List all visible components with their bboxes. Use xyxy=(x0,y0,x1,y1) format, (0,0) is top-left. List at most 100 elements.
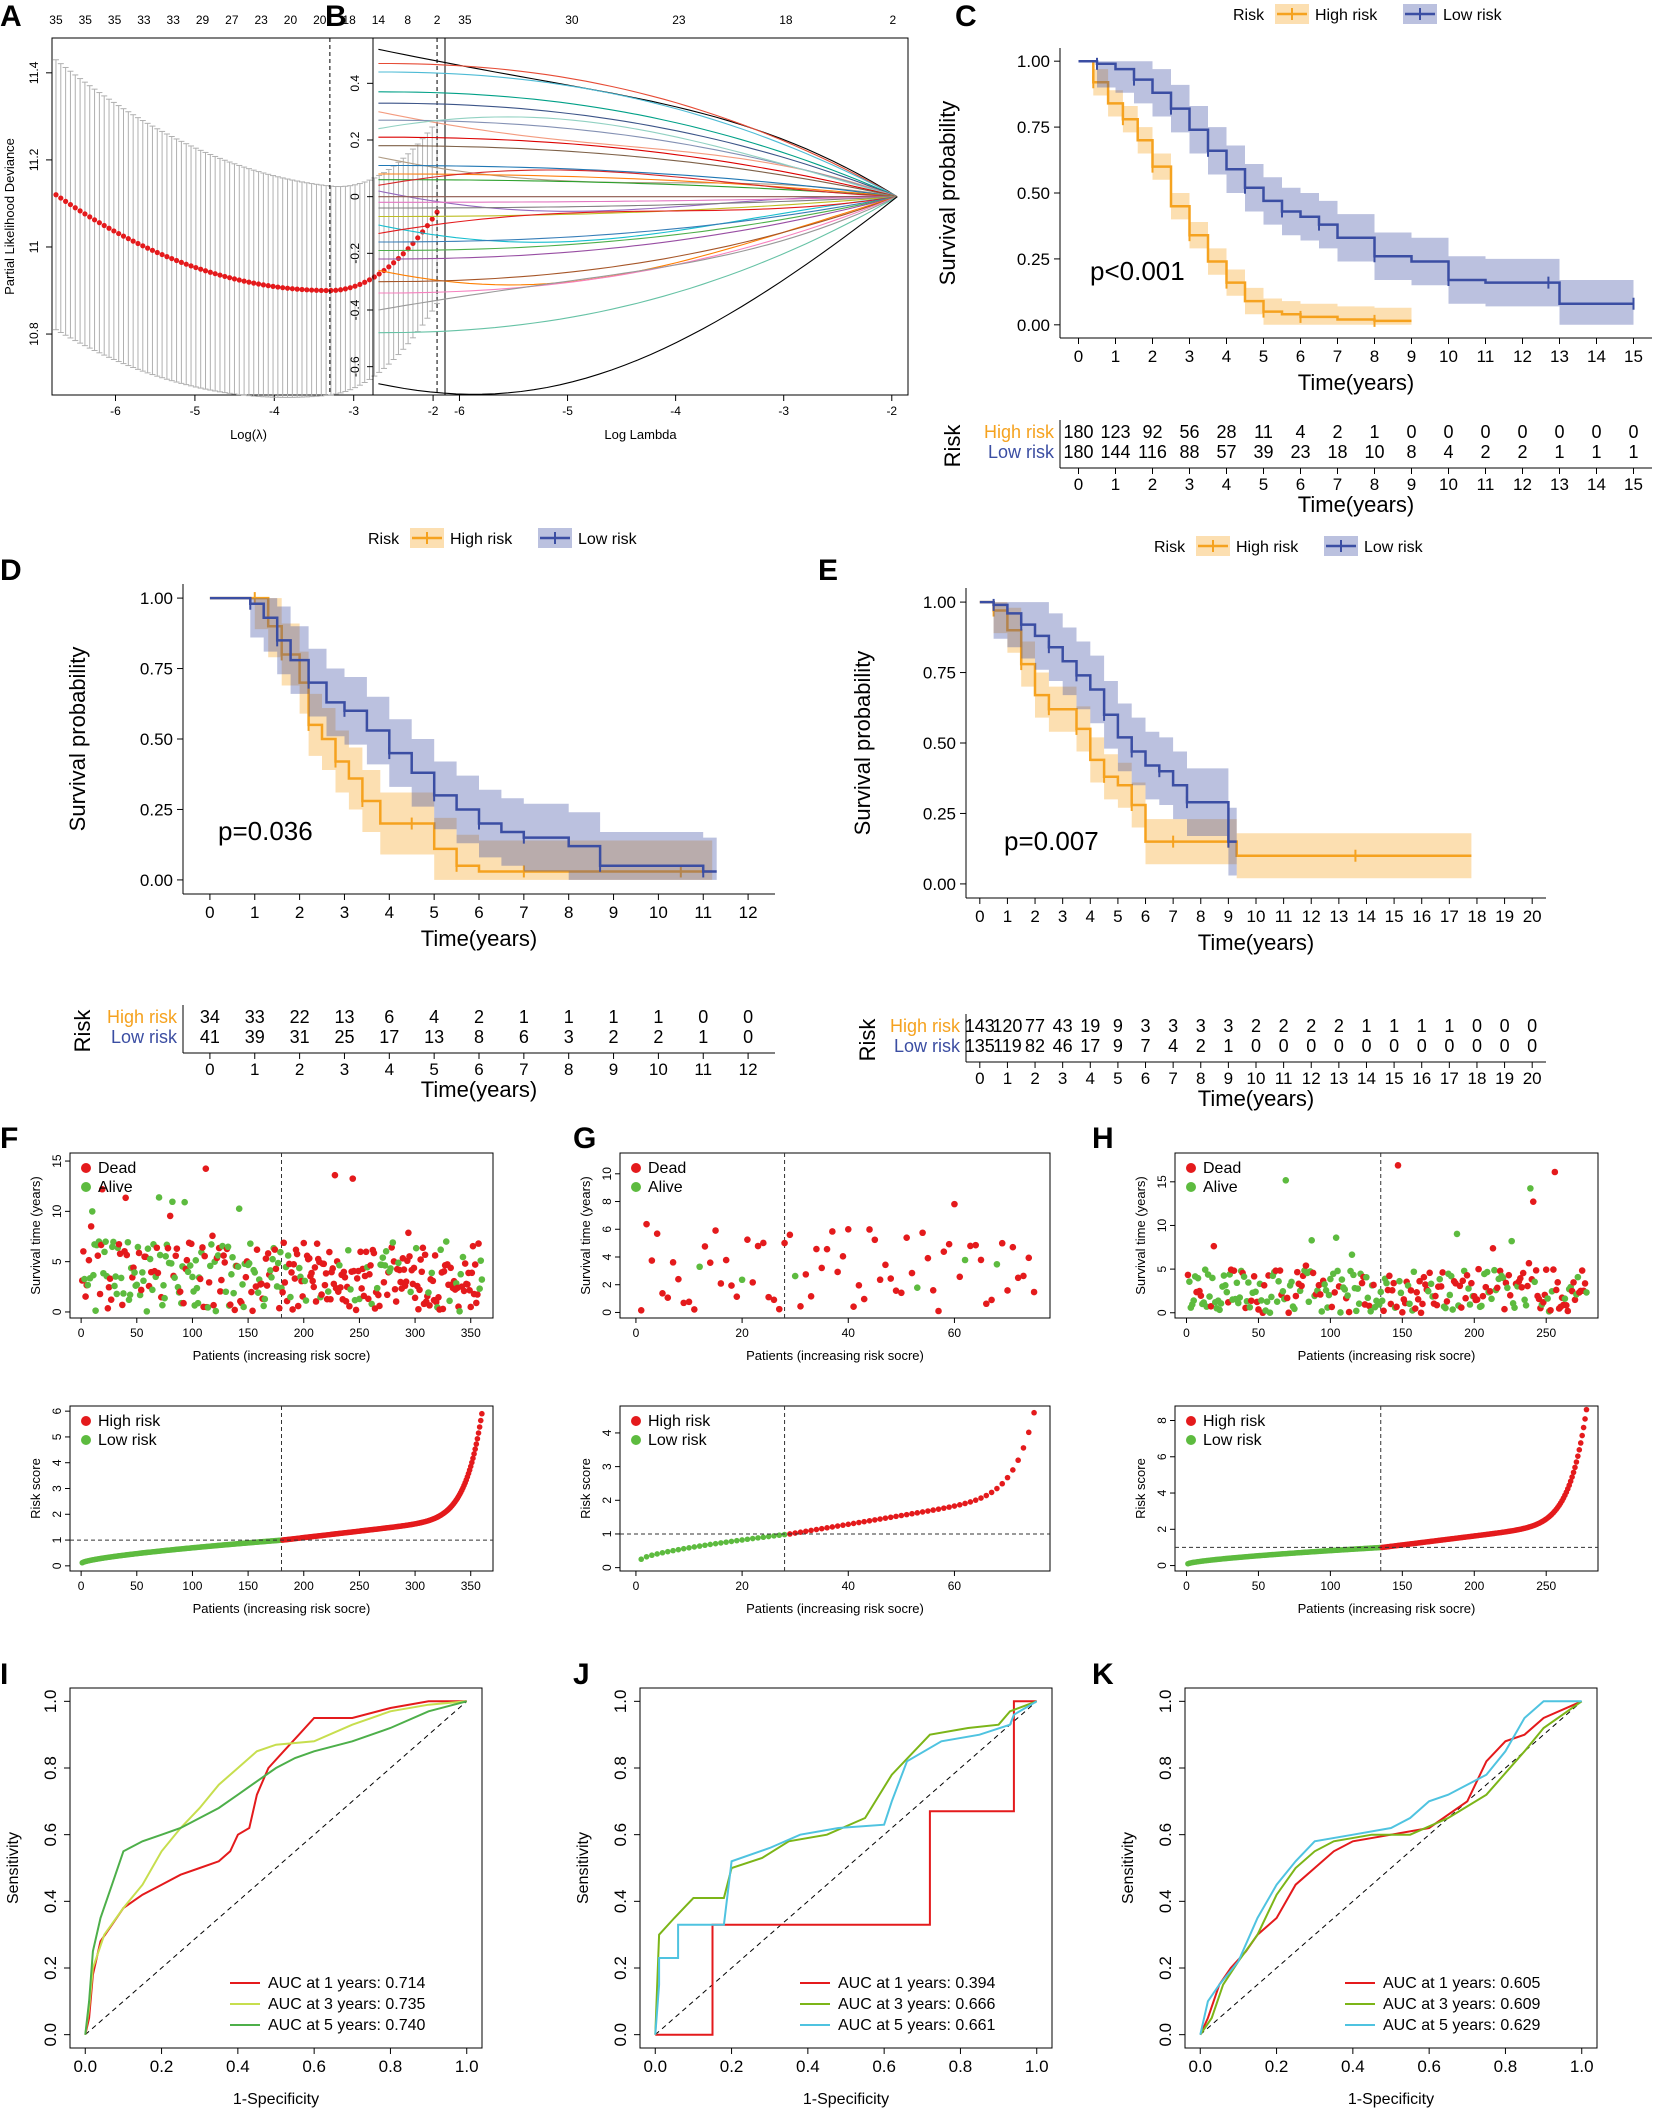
risk-count: 13 xyxy=(334,1007,354,1027)
dead-point xyxy=(417,1256,424,1263)
deviance-point xyxy=(337,287,344,293)
dead-point xyxy=(765,1293,772,1301)
top-tick-label: 23 xyxy=(672,13,686,27)
x-tick-label: 15 xyxy=(1624,475,1643,494)
dead-point xyxy=(468,1269,476,1277)
dead-point xyxy=(1550,1266,1557,1273)
dead-point xyxy=(1417,1309,1425,1317)
dead-point xyxy=(264,1250,272,1257)
alive-point xyxy=(1322,1286,1330,1294)
dead-point xyxy=(474,1291,481,1298)
x-tick-label: 1 xyxy=(250,1060,259,1079)
dead-point xyxy=(220,1252,227,1259)
dead-point xyxy=(945,1240,953,1248)
dead-point xyxy=(469,1242,477,1250)
dead-point xyxy=(391,1285,399,1293)
dead-point xyxy=(199,1244,206,1251)
dead-point xyxy=(94,1252,102,1259)
alive-point xyxy=(1332,1234,1340,1241)
legend-label: High risk xyxy=(1236,539,1299,556)
dead-point xyxy=(1345,1308,1353,1316)
x-tick-label: 5 xyxy=(429,903,438,922)
y-tick-label: -0.2 xyxy=(348,243,362,264)
deviance-point xyxy=(231,276,238,282)
x-tick-label: 6 xyxy=(1296,347,1305,366)
risk-count: 25 xyxy=(334,1027,354,1047)
dead-point xyxy=(1207,1303,1215,1310)
deviance-point xyxy=(164,254,170,260)
legend-dot xyxy=(1186,1163,1196,1173)
dead-point xyxy=(988,1296,995,1304)
dead-point xyxy=(935,1307,942,1315)
risk-count: 0 xyxy=(1472,1016,1482,1036)
y-tick-label: 11.4 xyxy=(27,61,41,84)
deviance-point xyxy=(217,272,223,278)
alive-point xyxy=(1355,1300,1363,1308)
low-risk-point xyxy=(675,1546,682,1553)
deviance-point xyxy=(357,281,363,287)
top-tick-label: 8 xyxy=(404,13,411,27)
risk-count: 1 xyxy=(609,1007,619,1027)
roc-curve xyxy=(654,1700,1038,2035)
dead-point xyxy=(349,1175,357,1182)
high-risk-point xyxy=(898,1512,905,1519)
x-tick-label: 13 xyxy=(1329,1069,1348,1088)
x-tick-label: 0.4 xyxy=(796,2057,820,2076)
dead-point xyxy=(680,1299,688,1307)
x-tick-label: 6 xyxy=(1141,907,1150,926)
x-axis-title: Log(λ) xyxy=(230,427,267,442)
dead-point xyxy=(1432,1292,1439,1300)
legend-label: High risk xyxy=(648,1413,711,1430)
risk-count: 4 xyxy=(1168,1036,1178,1056)
y-axis-title: Partial Likelihood Deviance xyxy=(2,138,17,295)
dead-point xyxy=(1413,1288,1421,1296)
y-tick-label: 1.00 xyxy=(140,589,173,608)
x-tick-label: 50 xyxy=(130,1579,144,1593)
dead-point xyxy=(1184,1271,1192,1279)
risk-table-x-title: Time(years) xyxy=(1198,1086,1315,1111)
dead-point xyxy=(258,1280,265,1288)
alive-point xyxy=(1325,1291,1333,1299)
alive-point xyxy=(1233,1279,1241,1287)
x-tick-label: 13 xyxy=(1329,907,1348,926)
deviance-point xyxy=(159,251,165,258)
low-risk-point xyxy=(691,1544,698,1550)
dead-point xyxy=(375,1291,382,1299)
dead-point xyxy=(659,1290,666,1297)
dead-point xyxy=(1247,1297,1255,1305)
alive-point xyxy=(181,1198,188,1206)
dead-point xyxy=(675,1275,682,1283)
alive-point xyxy=(269,1255,276,1263)
alive-point xyxy=(1268,1293,1275,1301)
x-tick-label: 60 xyxy=(948,1579,962,1593)
deviance-point xyxy=(251,280,257,286)
dead-point xyxy=(1260,1282,1268,1289)
dead-point xyxy=(358,1285,365,1292)
dead-point xyxy=(1390,1279,1397,1287)
dead-point xyxy=(1298,1282,1305,1290)
y-tick-label: -0.6 xyxy=(348,356,362,377)
dead-point xyxy=(1210,1242,1218,1250)
deviance-point xyxy=(116,230,122,237)
dead-point xyxy=(871,1236,879,1244)
x-tick-label: 100 xyxy=(182,1326,202,1340)
coefficient-path xyxy=(378,196,898,252)
dead-point xyxy=(85,1256,93,1264)
x-tick-label: 0 xyxy=(975,907,984,926)
alive-point xyxy=(139,1269,146,1276)
alive-point xyxy=(1235,1299,1242,1307)
plot-frame xyxy=(1174,1405,1599,1572)
dead-point xyxy=(1420,1273,1428,1281)
legend-label: Alive xyxy=(1203,1179,1238,1196)
deviance-point xyxy=(178,259,184,265)
high-risk-point xyxy=(797,1529,804,1536)
x-tick-label: 250 xyxy=(349,1326,369,1340)
risk-count: 0 xyxy=(1472,1036,1482,1056)
chance-diagonal xyxy=(654,1700,1038,2036)
alive-point xyxy=(162,1253,170,1260)
dead-point xyxy=(122,1194,129,1202)
x-tick-label: 0.8 xyxy=(379,2057,403,2076)
dead-point xyxy=(415,1305,422,1313)
risk-count: 39 xyxy=(1253,442,1273,462)
dead-point xyxy=(288,1269,295,1276)
